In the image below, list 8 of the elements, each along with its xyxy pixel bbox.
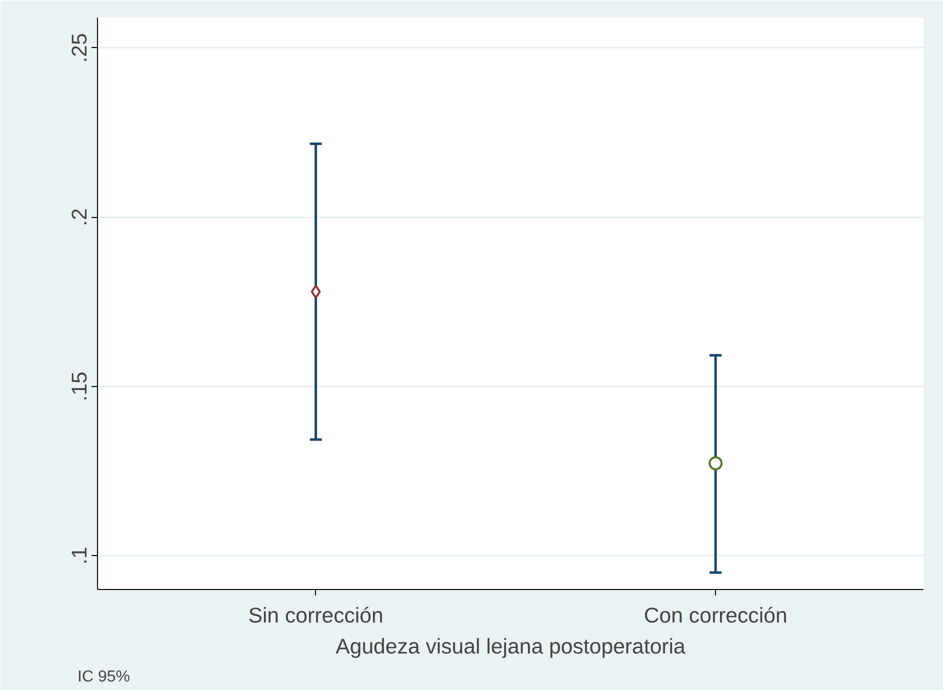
y-tick-label: .15 [68, 372, 92, 402]
x-axis-title: Agudeza visual lejana postoperatoria [336, 634, 686, 658]
y-tick-label: .1 [68, 546, 92, 565]
x-tick-label: Con corrección [644, 604, 788, 628]
y-tick-label: .25 [68, 33, 92, 63]
x-tick-label: Sin corrección [248, 604, 384, 628]
y-tick-label: .2 [68, 208, 92, 226]
text: IC 95% [78, 668, 130, 686]
